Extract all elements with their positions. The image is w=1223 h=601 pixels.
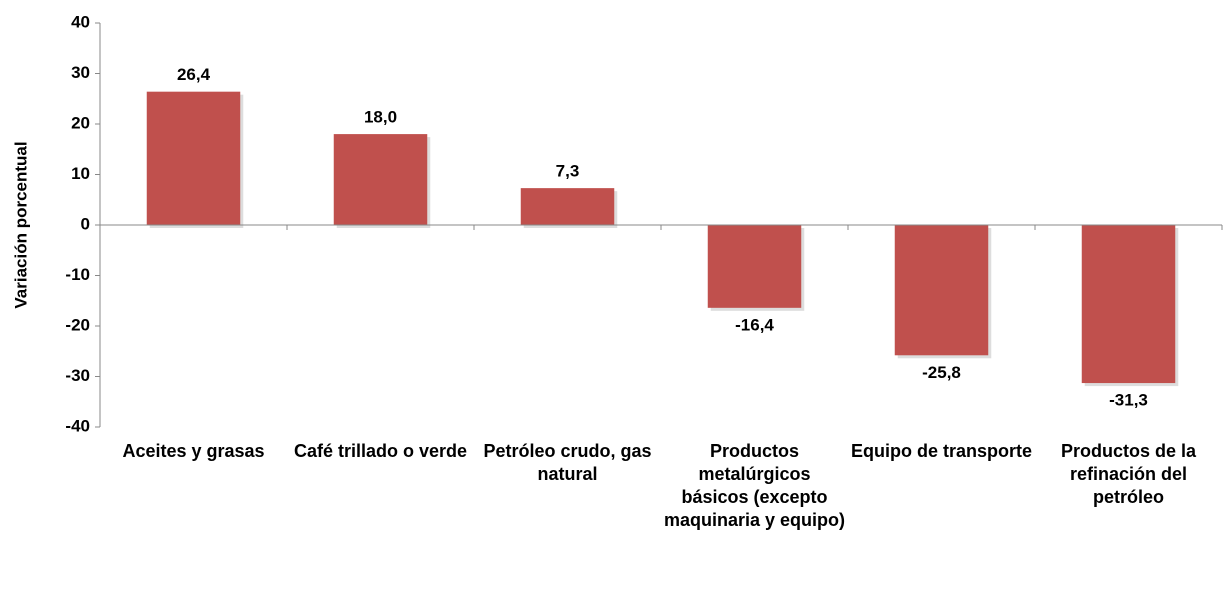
x-tick-label: Petróleo crudo, gas natural — [483, 441, 652, 484]
y-tick-label: 40 — [71, 12, 90, 31]
bar — [1081, 225, 1176, 384]
y-tick-label: -40 — [65, 416, 90, 435]
data-label: -31,3 — [1109, 391, 1148, 410]
data-label: 7,3 — [556, 162, 580, 181]
data-label: 18,0 — [364, 108, 397, 127]
data-label: -25,8 — [922, 363, 961, 382]
bar — [520, 188, 615, 225]
x-tick-label: Aceites y grasas — [122, 441, 265, 461]
bar — [707, 225, 802, 308]
y-tick-label: 0 — [81, 214, 90, 233]
y-tick-label: 30 — [71, 63, 90, 82]
data-label: 26,4 — [177, 65, 211, 84]
x-tick-label: Equipo de transporte — [850, 441, 1032, 461]
y-tick-label: 20 — [71, 113, 90, 132]
x-tick-label: Café trillado o verde — [293, 441, 468, 461]
y-tick-label: -30 — [65, 366, 90, 385]
y-tick-label: 10 — [71, 164, 90, 183]
bar — [146, 91, 241, 226]
bar — [894, 225, 989, 356]
bar — [333, 134, 428, 225]
y-tick-label: -10 — [65, 265, 90, 284]
data-label: -16,4 — [735, 315, 774, 334]
x-tick-label: Productos de la refinación del petróleo — [1060, 441, 1197, 507]
y-tick-label: -20 — [65, 315, 90, 334]
x-tick-label: Productos metalúrgicos básicos (excepto … — [663, 441, 846, 530]
y-axis-title: Variación porcentual — [11, 141, 30, 308]
